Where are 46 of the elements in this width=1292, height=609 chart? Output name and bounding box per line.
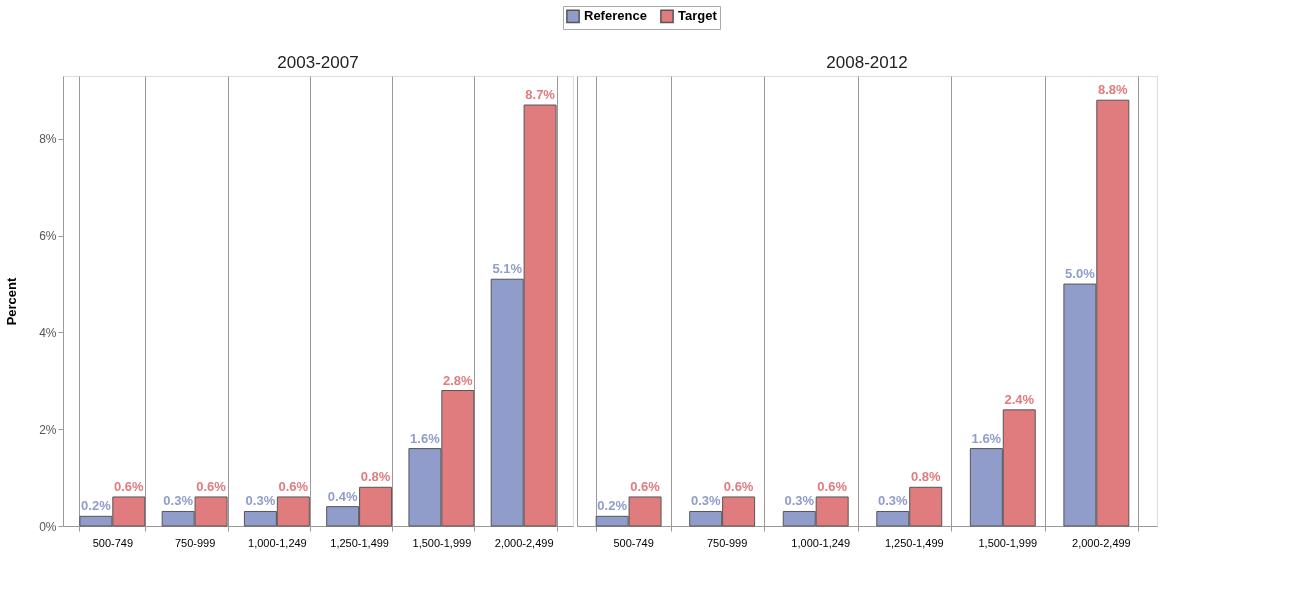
chart-title: 2008-2012 xyxy=(826,53,908,72)
data-label: 0.2% xyxy=(81,498,112,514)
data-label: 0.3% xyxy=(784,493,815,509)
data-label: 8.7% xyxy=(525,87,556,103)
x-tick-label: 1,000-1,249 xyxy=(248,536,307,549)
x-tick-label: 500-749 xyxy=(92,536,134,549)
y-axis-title: Percent xyxy=(4,276,20,326)
x-tick-label: 1,250-1,499 xyxy=(884,536,944,549)
data-label: 8.8% xyxy=(1097,82,1129,98)
x-tick-label: 500-749 xyxy=(613,536,654,549)
y-tick-label: 0% xyxy=(39,519,57,534)
data-label: 0.2% xyxy=(597,498,628,514)
x-tick-label: 1,500-1,999 xyxy=(412,536,472,549)
data-label: 0.6% xyxy=(278,478,309,494)
x-tick-label: 750-999 xyxy=(174,536,216,549)
x-tick-label: 1,000-1,249 xyxy=(791,536,851,549)
data-label: 0.6% xyxy=(630,478,661,494)
y-tick-label: 4% xyxy=(39,325,57,340)
data-label: 0.3% xyxy=(877,493,909,509)
data-label: 0.6% xyxy=(723,478,754,494)
data-label: 5.1% xyxy=(492,261,523,277)
chart-title: 2003-2007 xyxy=(277,53,359,72)
legend-label: Target xyxy=(678,8,718,24)
data-label: 1.6% xyxy=(971,430,1002,446)
legend-label: Reference xyxy=(584,8,647,24)
data-label: 2.4% xyxy=(1004,391,1035,407)
x-tick-label: 1,250-1,499 xyxy=(330,536,389,549)
data-label: 5.0% xyxy=(1065,266,1096,282)
y-tick-label: 2% xyxy=(39,422,57,437)
data-label: 0.6% xyxy=(196,478,227,494)
x-tick-label: 2,000-2,499 xyxy=(1072,536,1131,549)
data-label: 0.8% xyxy=(360,469,391,485)
data-label: 2.8% xyxy=(443,372,474,388)
x-tick-label: 1,500-1,999 xyxy=(978,536,1038,549)
data-label: 0.3% xyxy=(690,493,721,509)
data-label: 0.8% xyxy=(910,469,941,485)
data-label: 1.6% xyxy=(410,430,441,446)
y-tick-label: 6% xyxy=(39,229,57,244)
data-label: 0.6% xyxy=(817,478,848,494)
data-label: 0.3% xyxy=(245,493,276,509)
x-tick-label: 2,000-2,499 xyxy=(494,536,554,549)
data-label: 0.3% xyxy=(163,493,194,509)
data-label: 0.4% xyxy=(327,488,358,504)
y-tick-label: 8% xyxy=(39,132,57,147)
data-label: 0.6% xyxy=(113,478,145,494)
x-tick-label: 750-999 xyxy=(706,536,748,549)
